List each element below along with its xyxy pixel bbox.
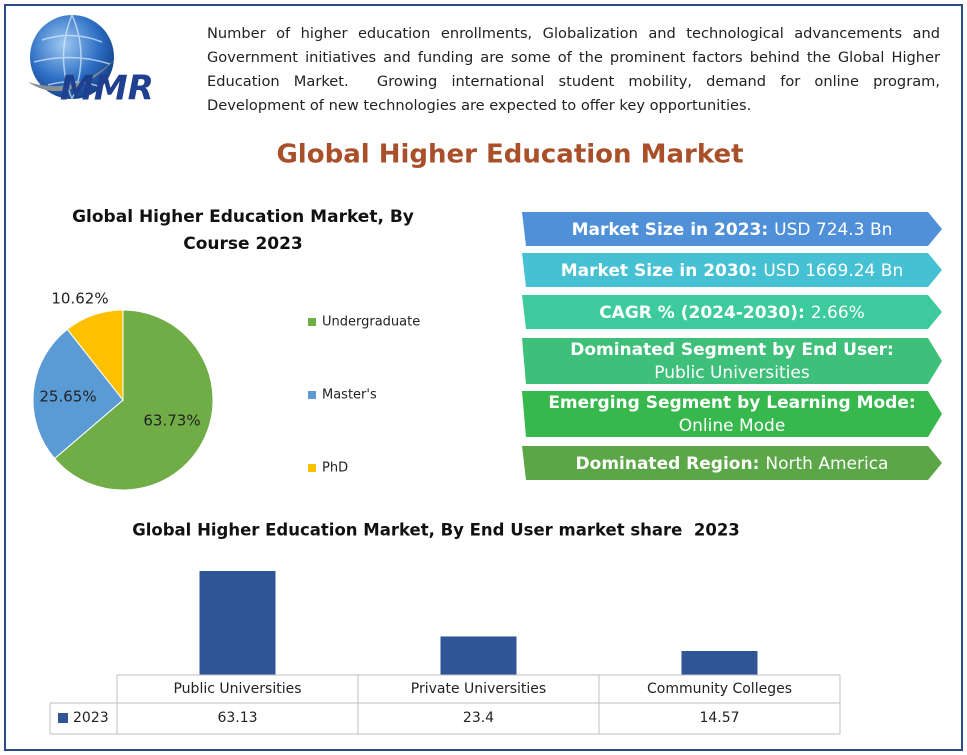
stat-text: CAGR % (2024-2030): 2.66% — [599, 303, 865, 323]
stat-label: Dominated Region: — [576, 454, 760, 474]
pie-label: 25.65% — [39, 388, 96, 406]
legend-swatch — [308, 464, 316, 472]
pie-label: 10.62% — [51, 290, 108, 308]
stat-arrow — [522, 295, 942, 329]
pie-label: 63.73% — [143, 412, 200, 430]
legend-label: Undergraduate — [322, 315, 420, 330]
pie-slice — [53, 309, 214, 491]
bar — [440, 636, 517, 675]
legend-label: 2023 — [73, 710, 109, 726]
stat-text: Dominated Region: North America — [576, 454, 889, 474]
frame — [4, 4, 963, 751]
stat-label: Emerging Segment by Learning Mode: — [548, 393, 915, 413]
pie-title: Global Higher Education Market, By Cours… — [72, 207, 414, 254]
category-label: Private Universities — [411, 681, 546, 697]
legend-swatch — [308, 318, 316, 326]
stat-arrow — [522, 212, 942, 246]
value-label: 23.4 — [463, 710, 494, 726]
legend-label: Master's — [322, 388, 377, 403]
value-label: 63.13 — [217, 710, 257, 726]
stat-text: Market Size in 2023: USD 724.3 Bn — [572, 220, 893, 240]
logo: MMR — [28, 14, 154, 109]
category-label: Community Colleges — [647, 681, 792, 697]
stat-arrow — [522, 391, 942, 437]
legend-label: PhD — [322, 461, 348, 476]
stat-label: Market Size in 2030: — [561, 261, 758, 281]
legend-swatch — [58, 713, 68, 723]
value-label: 14.57 — [699, 710, 739, 726]
stat-text: Market Size in 2030: USD 1669.24 Bn — [561, 261, 903, 281]
pie-slice — [66, 309, 124, 402]
bar — [681, 650, 758, 675]
stat-arrow — [522, 338, 942, 384]
stat-value: 2.66% — [811, 303, 865, 323]
stat-label: CAGR % (2024-2030): — [599, 303, 805, 323]
stat-value: Online Mode — [679, 416, 786, 436]
stat-label: Market Size in 2023: — [572, 220, 769, 240]
bar-title: Global Higher Education Market, By End U… — [132, 521, 740, 540]
bar — [199, 571, 276, 675]
stat-value: USD 1669.24 Bn — [763, 261, 903, 281]
page-title: Global Higher Education Market — [276, 140, 743, 170]
pie-slice — [32, 328, 124, 460]
legend-swatch — [308, 391, 316, 399]
stat-value: Public Universities — [654, 363, 810, 383]
stat-value: USD 724.3 Bn — [774, 220, 892, 240]
logo-text: MMR — [60, 69, 154, 109]
description: Number of higher education enrollments, … — [207, 25, 945, 114]
stat-label: Dominated Segment by End User: — [570, 340, 894, 360]
stat-arrow — [522, 446, 942, 480]
stat-arrow — [522, 253, 942, 287]
stat-value: North America — [765, 454, 888, 474]
category-label: Public Universities — [173, 681, 301, 697]
